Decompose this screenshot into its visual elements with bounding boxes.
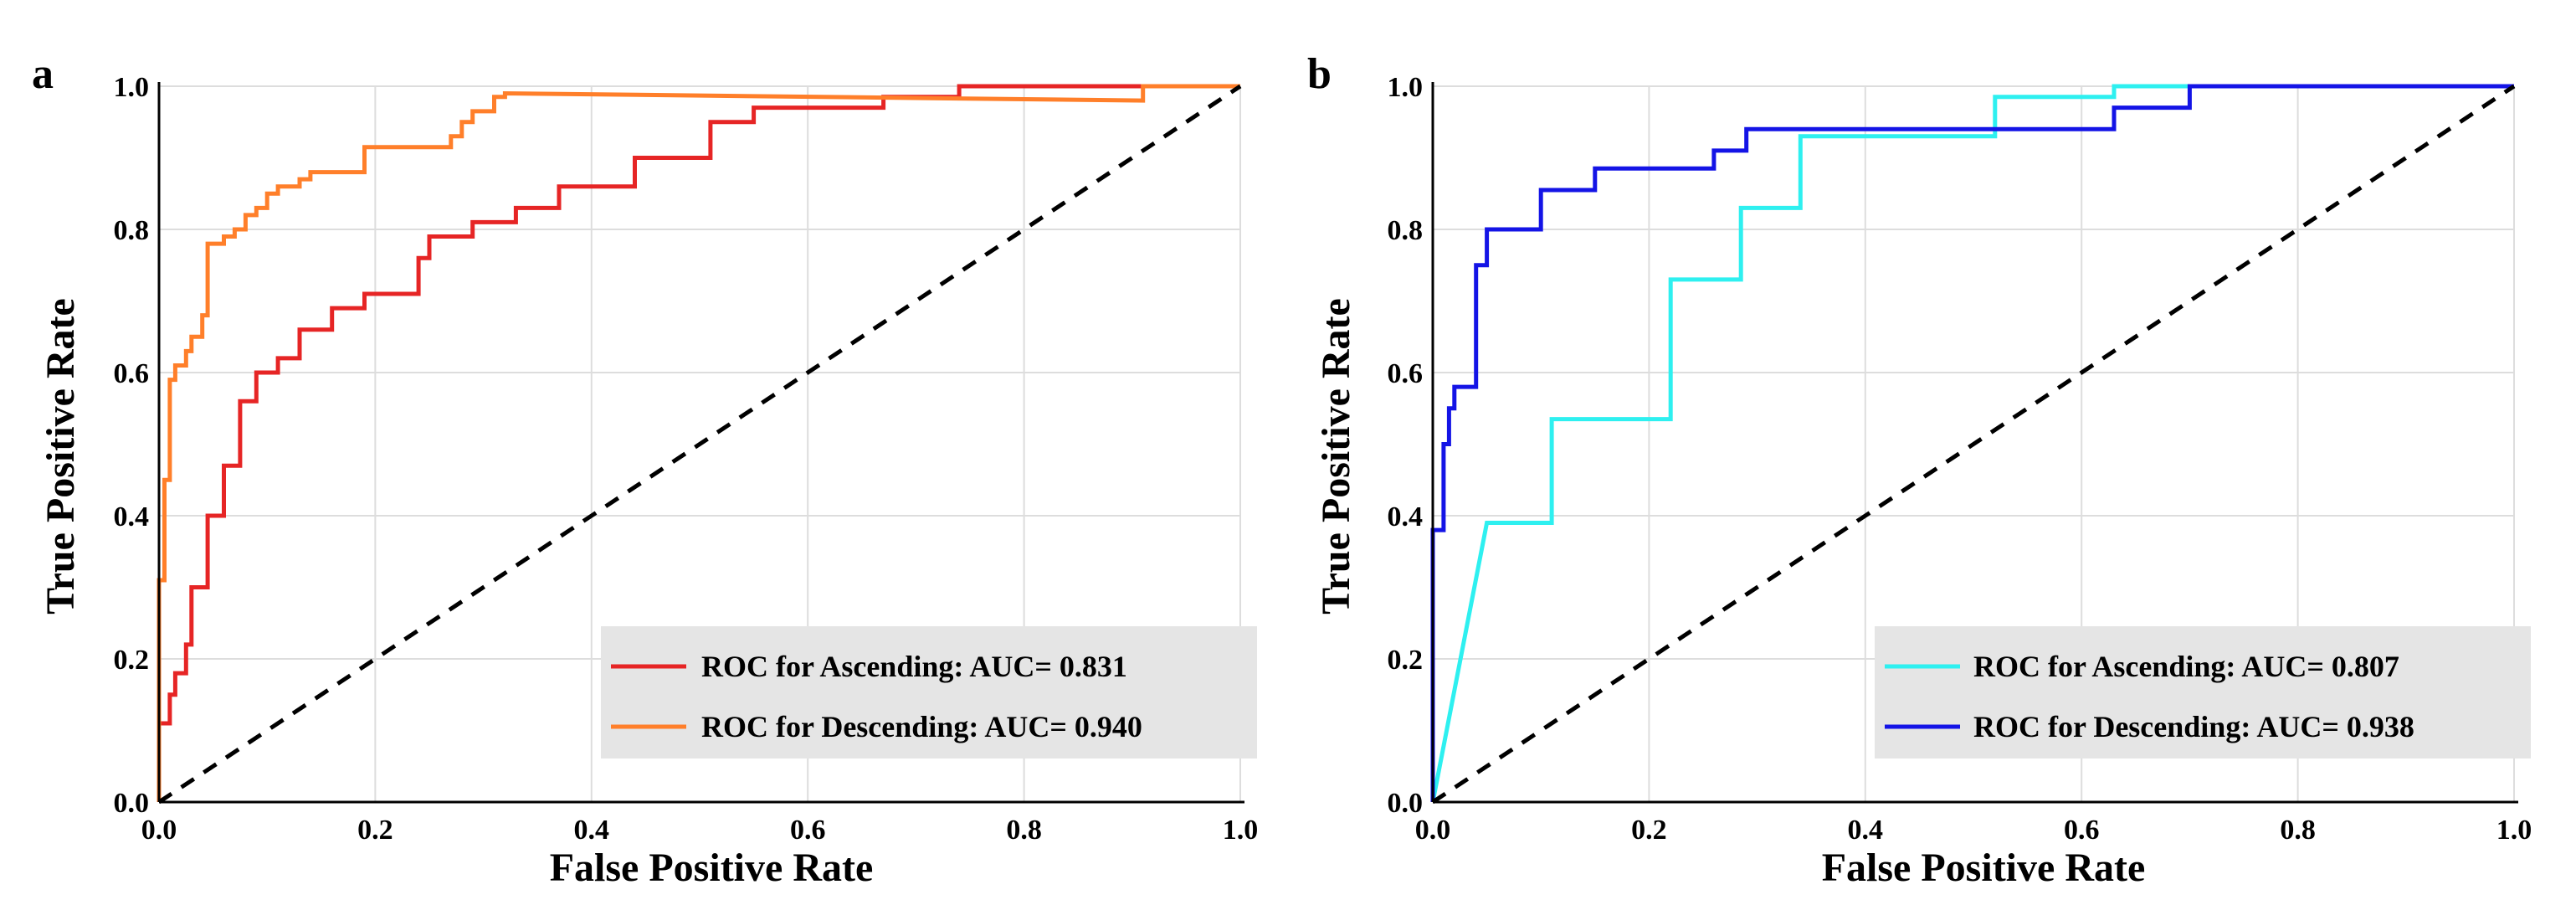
y-tick-label: 0.0 <box>114 788 150 819</box>
y-tick-label: 1.0 <box>1388 72 1424 103</box>
x-tick-label: 0.2 <box>1631 815 1667 846</box>
curves <box>1430 84 2516 805</box>
x-tick-label: 0.8 <box>1006 815 1042 846</box>
roc-curve-descending <box>157 84 1240 802</box>
x-tick-label: 0.4 <box>574 815 610 846</box>
roc-curve-ascending <box>1430 84 2514 803</box>
x-tick-label: 0.8 <box>2280 815 2316 846</box>
legend: ROC for Ascending: AUC= 0.807 ROC for De… <box>1885 650 2414 743</box>
x-tick-label: 0.0 <box>141 815 177 846</box>
roc-curve-descending <box>1430 84 2514 802</box>
x-tick-label: 0.6 <box>790 815 826 846</box>
y-tick-label: 0.4 <box>114 501 150 532</box>
y-tick-label: 0.6 <box>1388 358 1424 389</box>
y-tick-label: 0.8 <box>114 215 150 246</box>
x-tick-label: 0.0 <box>1415 815 1451 846</box>
x-axis-title: False Positive Rate <box>550 846 874 890</box>
x-tick-label: 0.6 <box>2064 815 2100 846</box>
legend-label-ascending: ROC for Ascending: AUC= 0.807 <box>1973 650 2399 683</box>
roc-curve-ascending <box>157 84 1240 802</box>
axes <box>1431 82 2518 804</box>
y-tick-label: 0.0 <box>1388 788 1424 819</box>
y-tick-label: 0.2 <box>114 645 150 676</box>
x-axis-title: False Positive Rate <box>1822 846 2146 890</box>
curves <box>157 84 1242 805</box>
y-axis-title: True Positive Rate <box>1314 298 1358 615</box>
panel-b: b 0.0 0.2 0.4 0.6 0.8 1.0 0.0 0.2 0.4 0.6 0.8 1.0 R… <box>1307 50 2532 890</box>
x-tick-label: 1.0 <box>2496 815 2532 846</box>
y-tick-label: 0.2 <box>1388 645 1424 676</box>
x-tick-label: 0.2 <box>357 815 393 846</box>
y-axis-title: True Positive Rate <box>38 298 83 615</box>
y-tick-label: 0.4 <box>1388 501 1424 532</box>
chance-diagonal-line <box>157 84 1242 805</box>
chance-diagonal-line <box>1431 84 2516 805</box>
panel-a: a 0.0 0.2 0.4 0.6 0.8 1.0 0.0 0.2 0.4 0.6 0.8 1.0 R… <box>32 50 1258 890</box>
y-tick-label: 0.6 <box>114 358 150 389</box>
tick-labels: 0.0 0.2 0.4 0.6 0.8 1.0 0.0 0.2 0.4 0.6 0.8 1.0 <box>114 72 1259 846</box>
y-tick-label: 1.0 <box>114 72 150 103</box>
legend-label-descending: ROC for Descending: AUC= 0.940 <box>701 710 1142 743</box>
legend-box <box>601 626 1257 759</box>
tick-labels: 0.0 0.2 0.4 0.6 0.8 1.0 0.0 0.2 0.4 0.6 0.8 1.0 <box>1388 72 2532 846</box>
y-tick-label: 0.8 <box>1388 215 1424 246</box>
panel-label: a <box>32 50 54 98</box>
x-tick-label: 1.0 <box>1223 815 1259 846</box>
axes <box>157 82 1244 804</box>
legend-label-descending: ROC for Descending: AUC= 0.938 <box>1973 710 2414 743</box>
legend: ROC for Ascending: AUC= 0.831 ROC for De… <box>611 650 1142 743</box>
x-tick-label: 0.4 <box>1848 815 1884 846</box>
legend-label-ascending: ROC for Ascending: AUC= 0.831 <box>701 650 1127 683</box>
panel-label: b <box>1307 50 1332 98</box>
legend-box <box>1875 626 2531 759</box>
